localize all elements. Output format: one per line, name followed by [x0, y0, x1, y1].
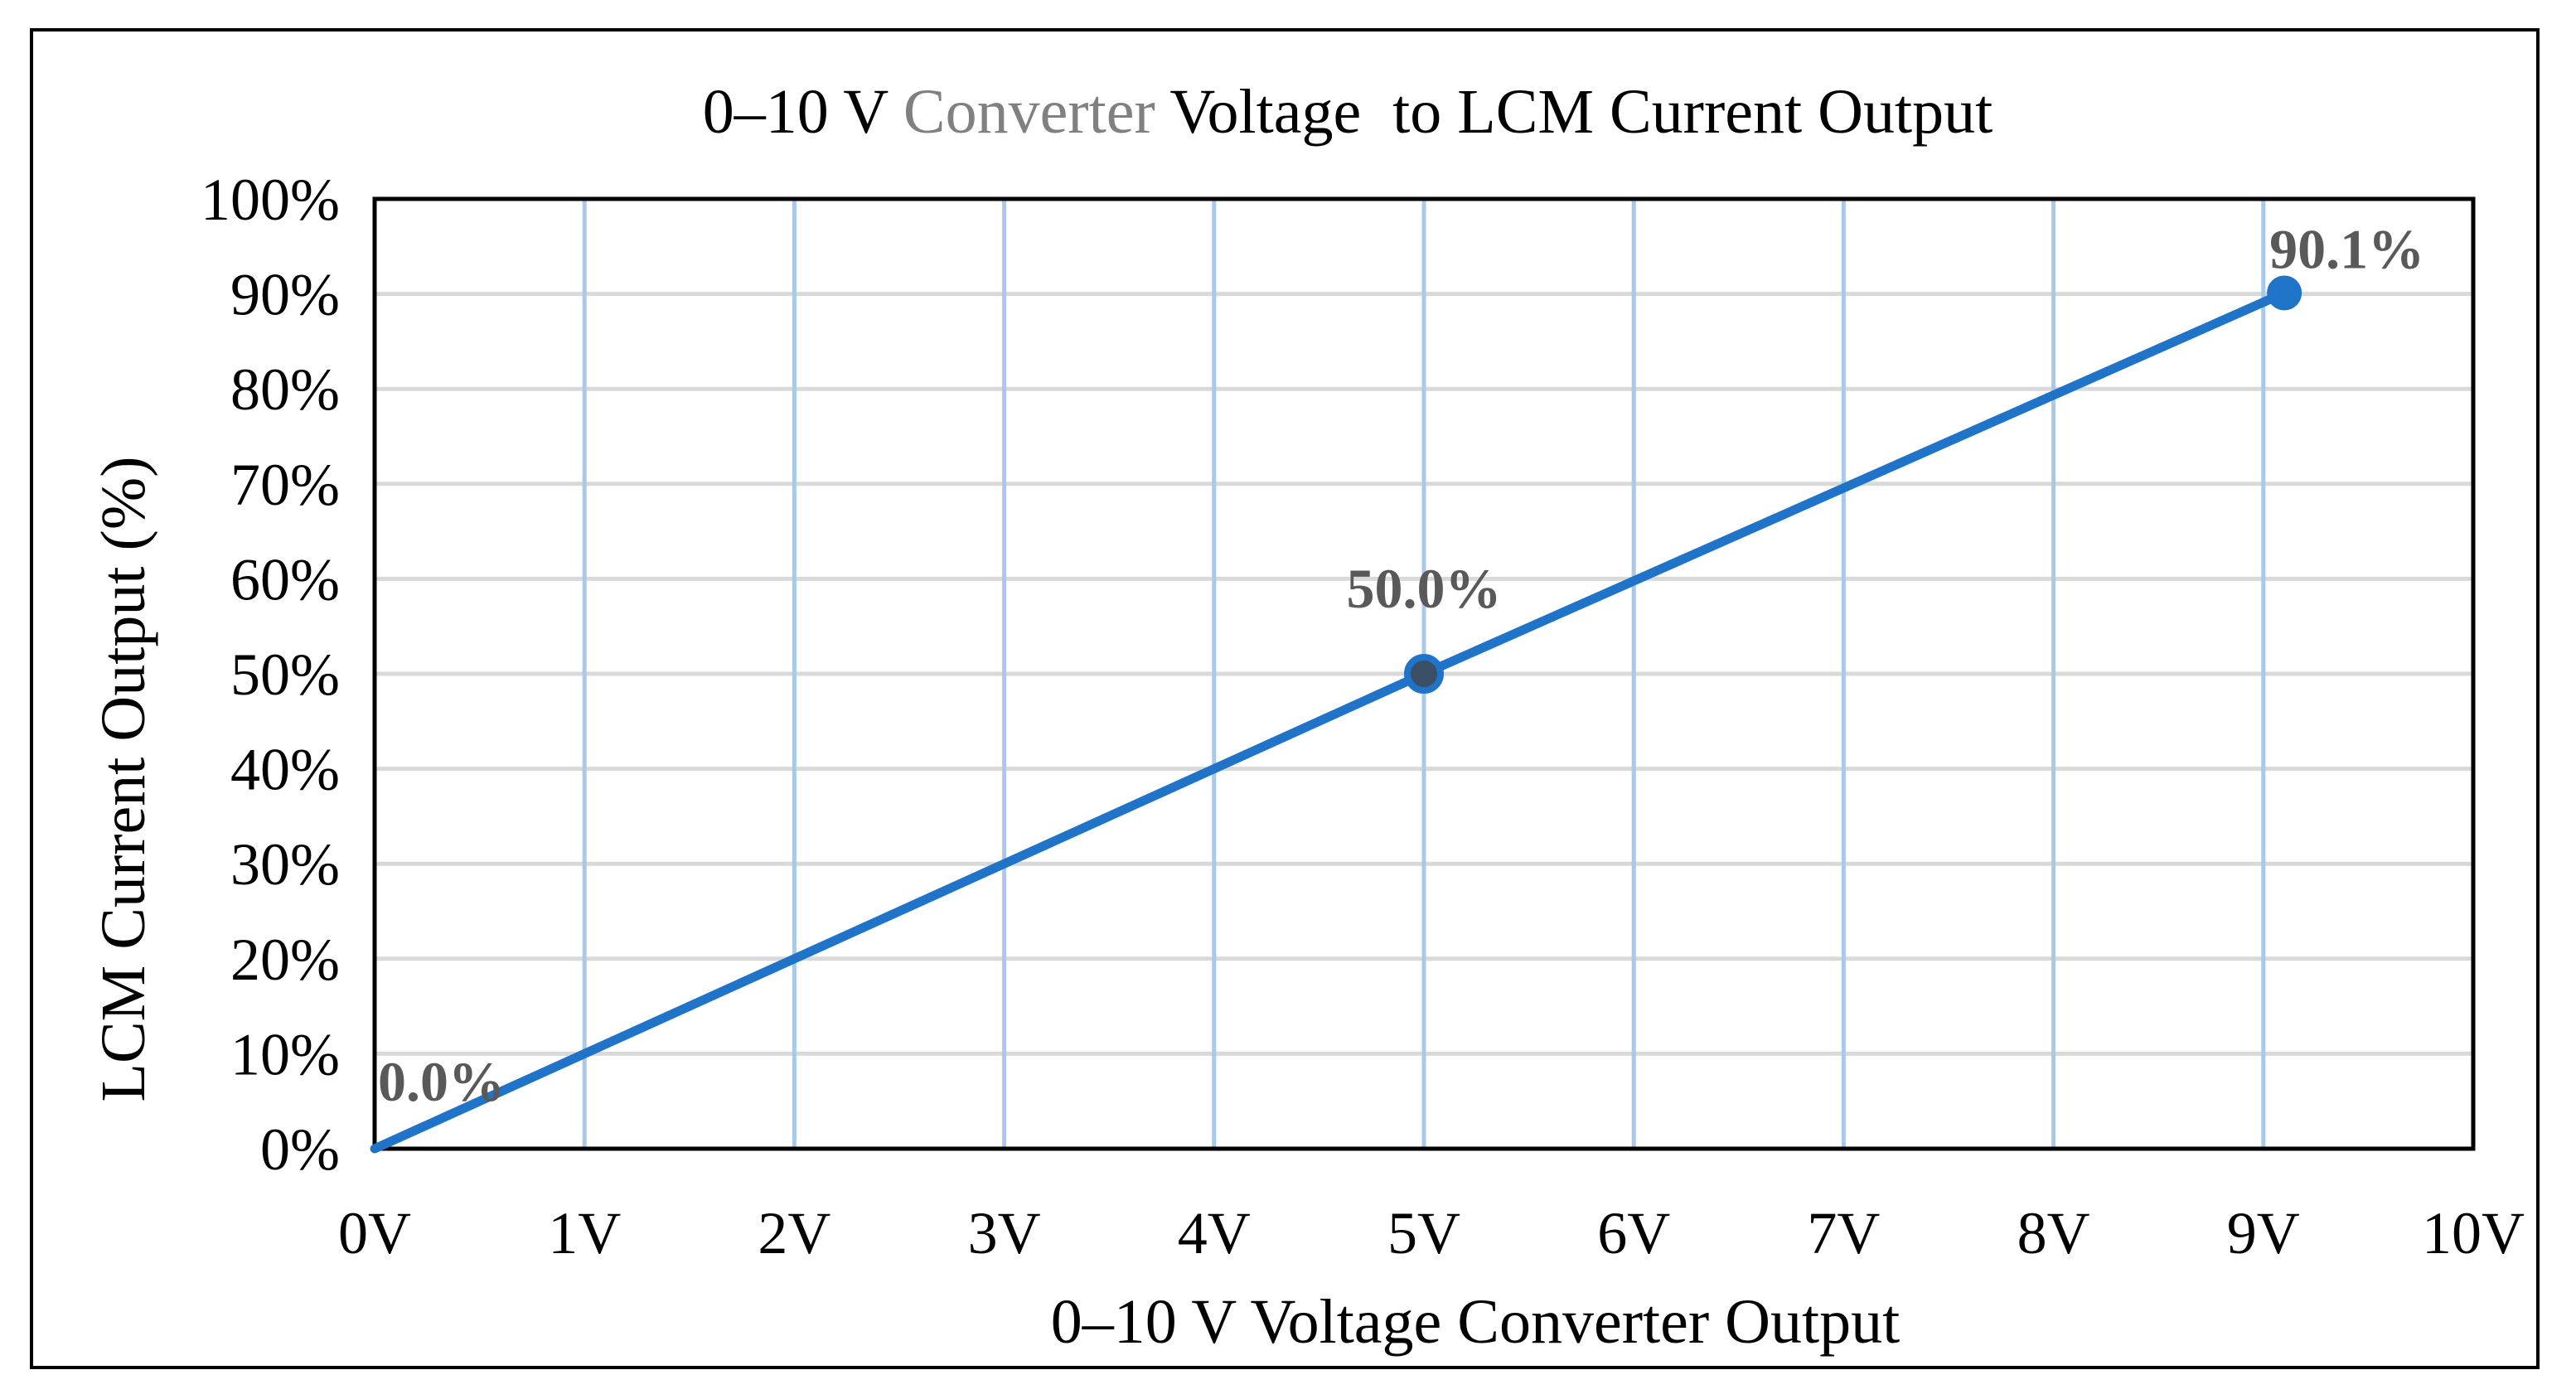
x-tick-label: 6V — [1597, 1200, 1670, 1266]
chart-title-part: Converter — [903, 77, 1155, 147]
data-point — [1404, 654, 1444, 694]
series-layer: 0.0% 50.0% 90.1% — [370, 217, 2424, 1154]
x-tick-label: 4V — [1178, 1200, 1251, 1266]
y-axis-tick-labels: 0% 10% 20% 30% 40% 50% 60% 70% 80% 90% 100% — [201, 167, 340, 1183]
y-tick-label: 30% — [230, 831, 340, 898]
plot-area — [372, 196, 2476, 1151]
data-label: 90.1% — [2269, 217, 2424, 280]
data-label: 0.0% — [378, 1050, 505, 1113]
x-tick-label: 2V — [758, 1200, 830, 1266]
y-tick-label: 20% — [230, 927, 340, 993]
x-axis-tick-labels: 0V 1V 2V 3V 4V 5V 6V 7V 8V 9V 10V — [338, 1200, 2525, 1266]
y-tick-label: 60% — [230, 546, 340, 612]
y-tick-label: 0% — [260, 1116, 340, 1183]
x-tick-label: 5V — [1387, 1200, 1460, 1266]
chart-frame: 0–10 V Converter Voltage to LCM Current … — [30, 28, 2540, 1369]
x-tick-label: 8V — [2017, 1200, 2090, 1266]
data-point — [2267, 275, 2302, 311]
y-tick-label: 50% — [230, 641, 340, 708]
x-tick-label: 3V — [968, 1200, 1041, 1266]
y-axis-title: LCM Current Output (%) — [89, 457, 158, 1102]
series-line — [370, 288, 2289, 1154]
data-label: 50.0% — [1347, 557, 1502, 620]
y-tick-label: 90% — [230, 262, 340, 328]
x-tick-label: 1V — [548, 1200, 621, 1266]
y-tick-label: 40% — [230, 737, 340, 803]
x-tick-label: 9V — [2227, 1200, 2300, 1266]
x-tick-label: 7V — [1807, 1200, 1880, 1266]
y-tick-label: 80% — [230, 356, 340, 423]
chart-title-part: Voltage to LCM Current Output — [1155, 77, 1993, 147]
y-tick-label: 70% — [230, 452, 340, 518]
chart-title: 0–10 V Converter Voltage to LCM Current … — [703, 77, 1993, 147]
y-tick-label: 100% — [201, 167, 340, 233]
x-tick-label: 10V — [2422, 1200, 2525, 1266]
y-tick-label: 10% — [230, 1021, 340, 1087]
x-tick-label: 0V — [338, 1200, 411, 1266]
x-axis-title: 0–10 V Voltage Converter Output — [1051, 1287, 1901, 1357]
chart-title-part: 0–10 V — [703, 77, 903, 147]
line-chart: 0–10 V Converter Voltage to LCM Current … — [89, 77, 2525, 1357]
